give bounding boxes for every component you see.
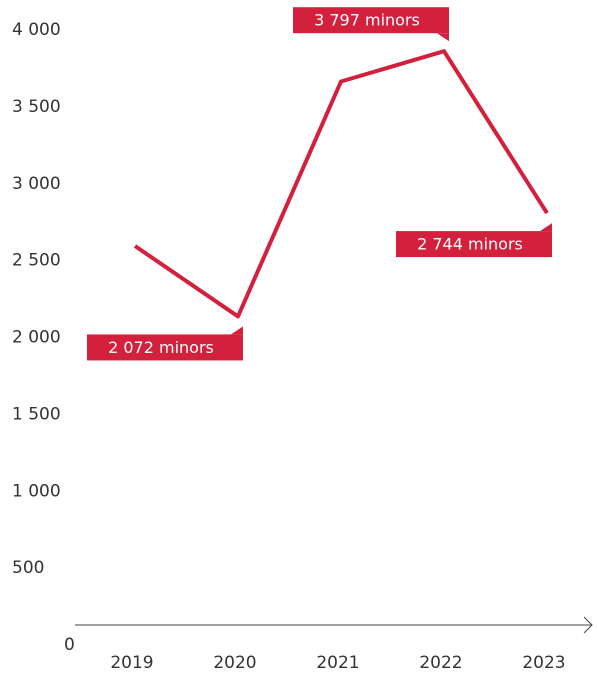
value-label: 3 797 minors: [314, 11, 420, 30]
x-tick-label: 2023: [522, 653, 565, 673]
y-tick-label: 2 000: [12, 328, 61, 348]
line: [133, 49, 549, 319]
axis-arrow: [583, 616, 593, 634]
value-label-flag: [540, 223, 552, 232]
x-tick-label: 2021: [316, 653, 359, 673]
value-label-flag: [231, 326, 243, 335]
value-label: 2 072 minors: [108, 338, 214, 357]
y-tick-label: 1 500: [12, 404, 61, 424]
y-tick-label: 4 000: [12, 20, 61, 40]
value-label-box: [396, 231, 552, 258]
x-tick-label: 2019: [110, 653, 153, 673]
y-tick-label: 3 500: [12, 97, 61, 117]
y-tick-label: 3 000: [12, 174, 61, 194]
x-tick-label: 2020: [213, 653, 256, 673]
value-label: 2 744 minors: [417, 235, 523, 254]
y-tick-label: 1 000: [12, 481, 61, 501]
y-tick-label: 0: [64, 635, 75, 655]
value-label-box: [293, 7, 449, 34]
y-tick-label: 2 500: [12, 251, 61, 271]
value-label-box: [87, 334, 243, 361]
value-label-flag: [437, 33, 449, 42]
y-tick-label: 500: [12, 558, 44, 578]
x-tick-label: 2022: [419, 653, 462, 673]
